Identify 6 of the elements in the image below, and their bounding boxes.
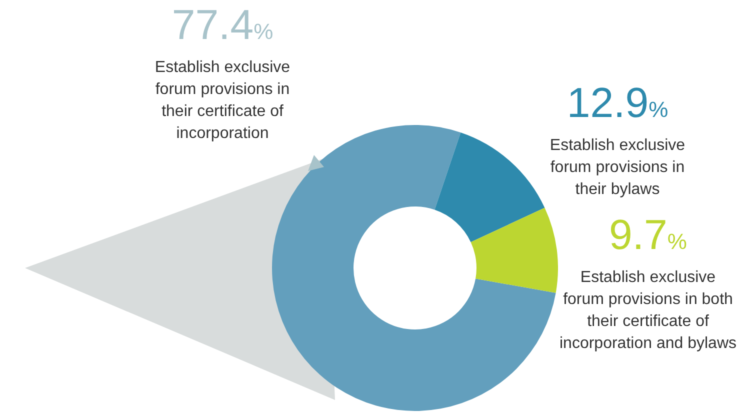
slice-label: Establish exclusive forum provisions in their certificate of incorporation <box>154 58 292 144</box>
slice-label: Establish exclusive forum provisions in their bylaws <box>548 136 686 200</box>
data-label: 77.4% <box>170 1 274 50</box>
data-label: 12.9% <box>566 79 670 128</box>
slice-label: Establish exclusive forum provisions in both their certificate of incorporation and bylaws <box>558 268 738 354</box>
data-label: 9.7% <box>608 211 688 260</box>
